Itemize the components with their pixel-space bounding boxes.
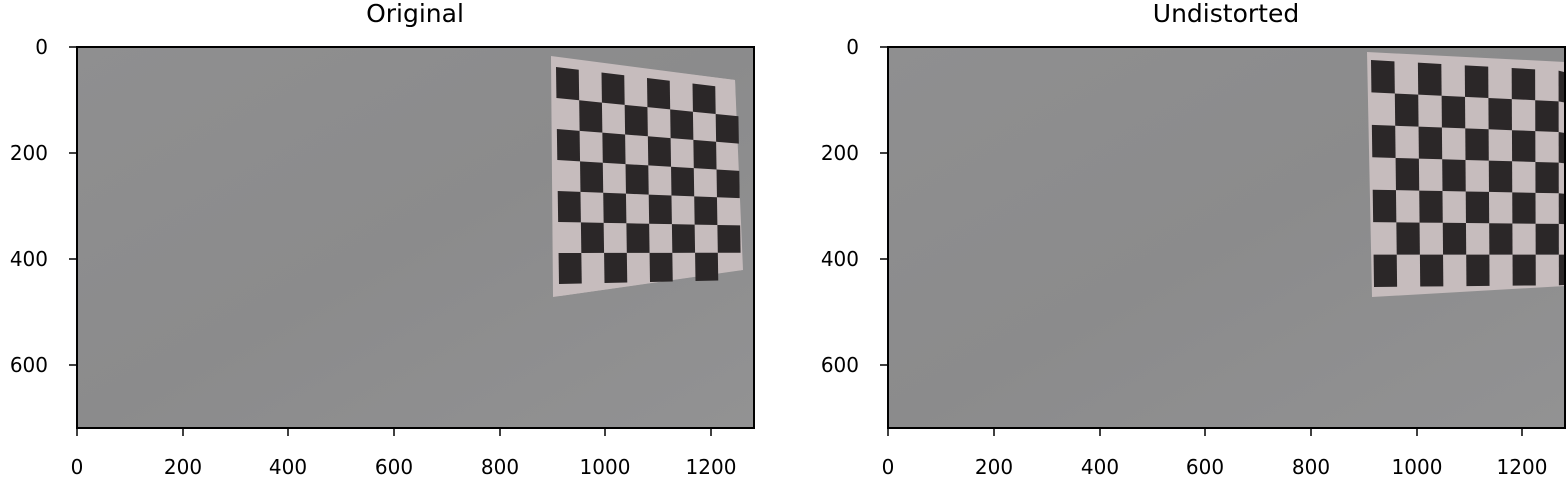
- checker-square: [580, 161, 604, 193]
- checker-square: [1373, 254, 1398, 287]
- x-axis: 0 200 400 600 800 1000 1200: [71, 428, 737, 479]
- panel-title: Original: [366, 0, 464, 28]
- x-tick-label: 1200: [1497, 455, 1548, 479]
- checker-square: [1558, 70, 1564, 103]
- x-tick-label: 800: [481, 455, 519, 479]
- image-original: [77, 47, 754, 428]
- checker-square: [1396, 222, 1420, 255]
- checker-square: [647, 136, 672, 167]
- y-tick-label: 400: [821, 247, 859, 271]
- x-tick-label: 0: [882, 455, 895, 479]
- checker-square: [1535, 161, 1559, 194]
- checker-square: [695, 252, 719, 281]
- panel-title: Undistorted: [1153, 0, 1299, 28]
- y-tick-label: 600: [10, 353, 48, 377]
- checker-square: [557, 191, 581, 223]
- checker-square: [1558, 131, 1564, 164]
- y-tick-label: 0: [846, 35, 859, 59]
- checker-square: [692, 83, 716, 114]
- y-tick-label: 200: [821, 141, 859, 165]
- checker-square: [1442, 222, 1467, 255]
- checker-square: [1511, 130, 1536, 162]
- checker-square: [558, 252, 582, 284]
- checker-square: [717, 225, 741, 253]
- axes-frame: [887, 46, 1566, 429]
- checkerboard: [556, 67, 741, 284]
- checker-square: [604, 252, 628, 283]
- checker-square: [1441, 95, 1466, 129]
- checker-square: [579, 100, 603, 133]
- checker-square: [1558, 254, 1564, 286]
- checker-square: [602, 132, 626, 165]
- panel-original: Original 0 200 400 600 800 1000 1200: [10, 0, 755, 479]
- panel-undistorted: Undistorted 0 200 400 600 800 1000 1200: [821, 0, 1566, 479]
- y-tick-label: 600: [821, 353, 859, 377]
- checker-square: [1419, 254, 1444, 287]
- checker-square: [1535, 100, 1559, 132]
- checker-square: [694, 196, 718, 225]
- x-tick-label: 600: [375, 455, 413, 479]
- checker-square: [1372, 189, 1397, 223]
- checker-square: [580, 222, 605, 253]
- checker-square: [647, 78, 671, 110]
- checker-square: [715, 114, 739, 144]
- checker-square: [1535, 223, 1559, 255]
- x-tick-label: 1200: [686, 455, 737, 479]
- checkerboard: [1371, 60, 1564, 287]
- checker-square: [1511, 68, 1536, 101]
- checker-square: [1466, 254, 1490, 287]
- checker-square: [626, 223, 650, 253]
- image-undistorted: [888, 47, 1565, 428]
- checker-square: [1558, 193, 1564, 225]
- checker-square: [1371, 124, 1396, 158]
- checker-square: [1464, 65, 1489, 98]
- checker-square: [1465, 191, 1490, 224]
- x-tick-label: 0: [71, 455, 84, 479]
- checker-square: [625, 164, 649, 195]
- checker-square: [648, 194, 672, 225]
- x-tick-label: 400: [1081, 455, 1119, 479]
- axes-frame: [76, 46, 755, 429]
- checker-square: [603, 192, 627, 224]
- checker-square: [1489, 223, 1513, 255]
- checker-square: [1488, 97, 1512, 131]
- checker-square: [1417, 62, 1442, 96]
- checker-square: [1512, 192, 1536, 224]
- checker-square: [1418, 126, 1443, 160]
- checker-square: [670, 109, 694, 140]
- checker-square: [1419, 190, 1443, 223]
- checker-square: [693, 139, 717, 170]
- y-tick-label: 200: [10, 141, 48, 165]
- checker-square: [1488, 160, 1513, 193]
- x-tick-label: 600: [1186, 455, 1224, 479]
- x-tick-label: 1000: [580, 455, 631, 479]
- x-tick-label: 200: [975, 455, 1013, 479]
- checker-square: [1465, 128, 1489, 161]
- y-axis: 0 200 400 600: [821, 35, 888, 377]
- y-tick-label: 400: [10, 247, 48, 271]
- checker-square: [671, 166, 695, 197]
- y-axis: 0 200 400 600: [10, 35, 77, 377]
- checker-square: [1512, 254, 1536, 286]
- x-axis: 0 200 400 600 800 1000 1200: [882, 428, 1548, 479]
- x-tick-label: 400: [269, 455, 307, 479]
- y-tick-label: 0: [35, 35, 48, 59]
- checker-square: [1442, 159, 1466, 192]
- checker-square: [649, 252, 673, 282]
- checker-square: [624, 104, 648, 137]
- checker-square: [556, 67, 580, 101]
- x-tick-label: 200: [164, 455, 202, 479]
- x-tick-label: 1000: [1392, 455, 1443, 479]
- checker-square: [1371, 60, 1395, 94]
- checker-square: [1394, 93, 1419, 127]
- checker-square: [671, 224, 696, 253]
- checker-square: [1395, 157, 1420, 191]
- x-tick-label: 800: [1292, 455, 1330, 479]
- checker-square: [556, 129, 581, 162]
- checker-square: [601, 72, 625, 105]
- checker-square: [716, 169, 740, 199]
